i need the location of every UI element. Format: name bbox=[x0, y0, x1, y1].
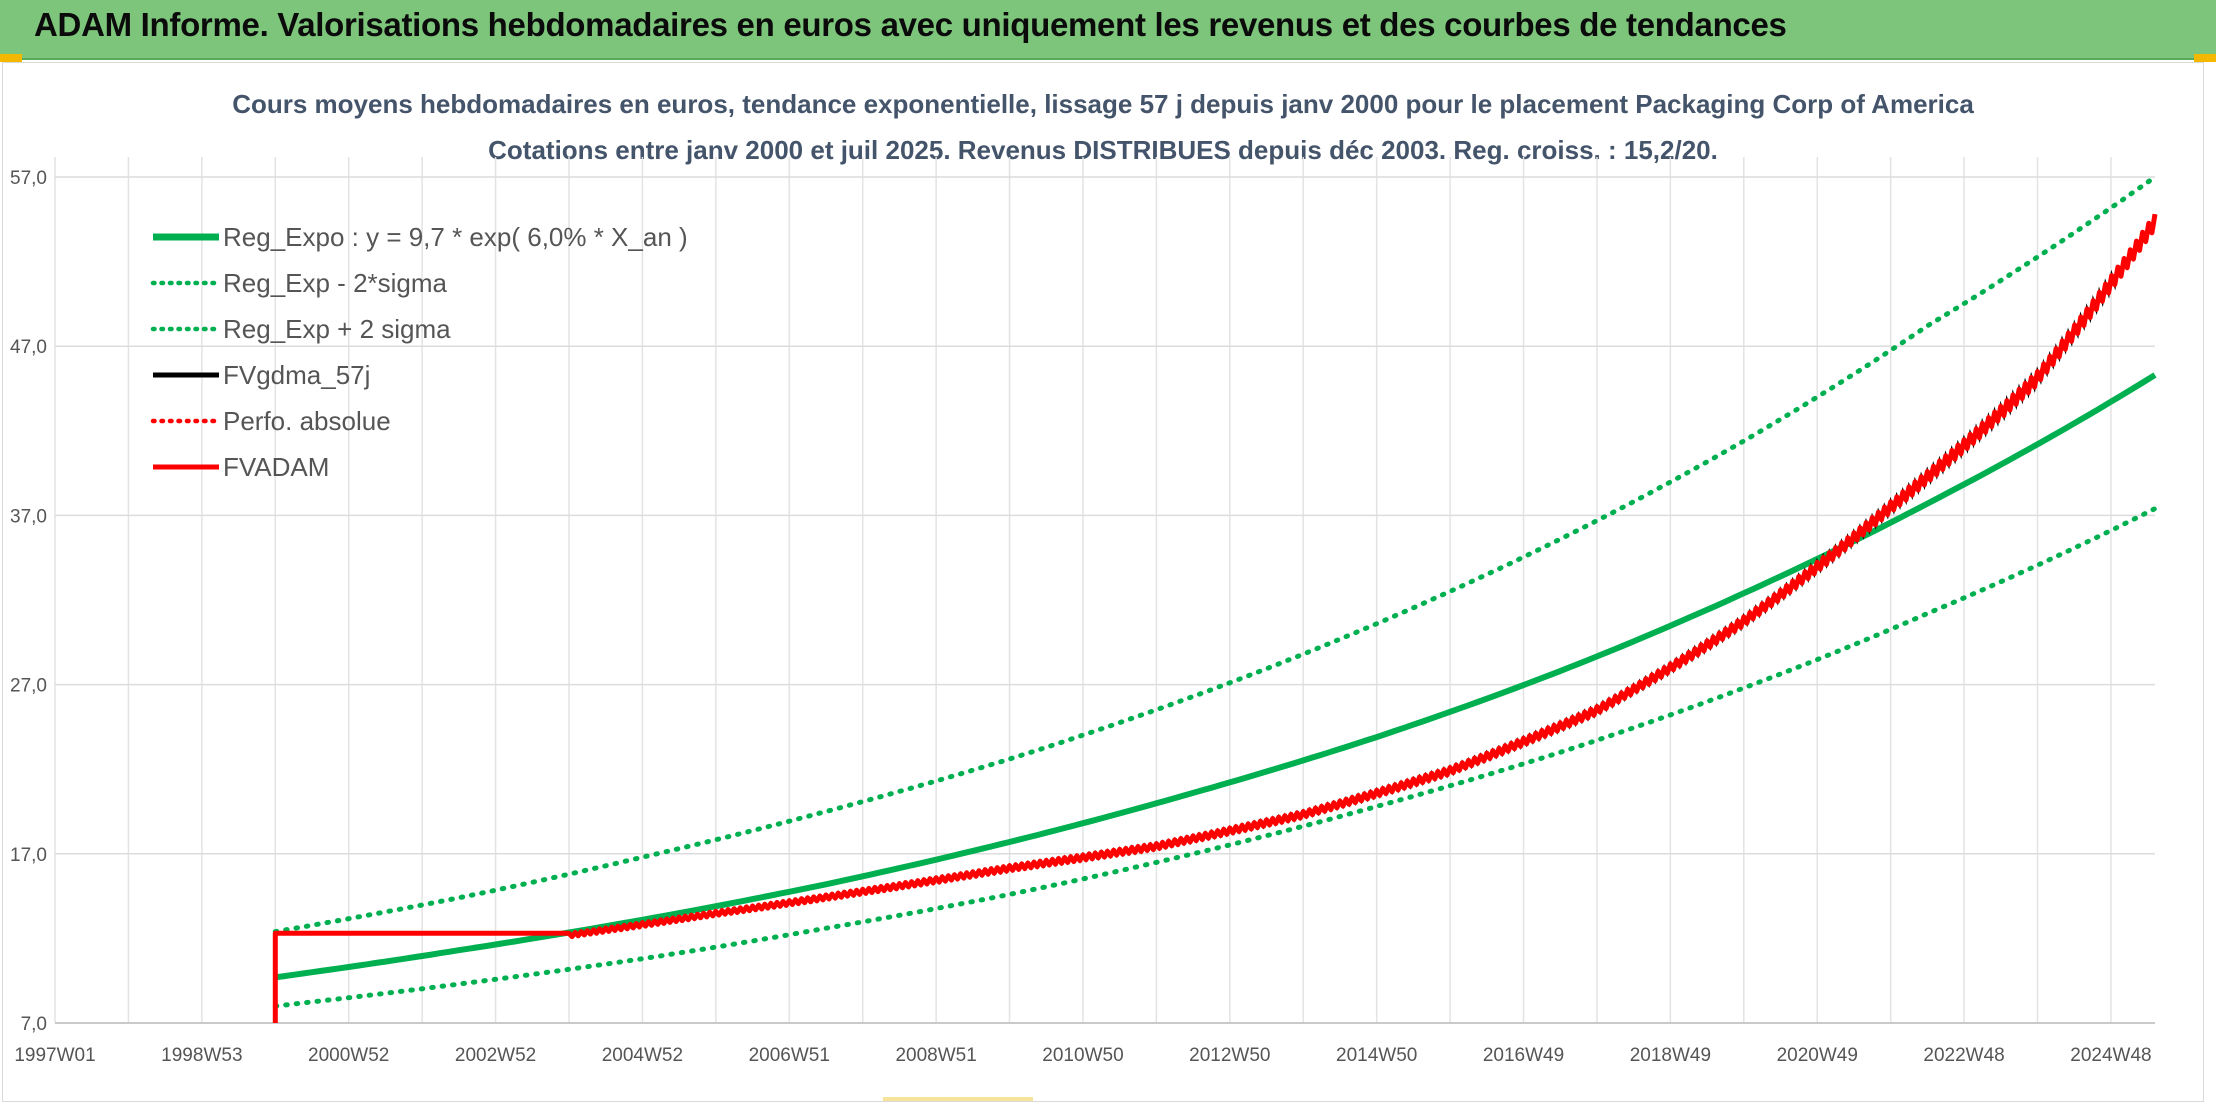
report-banner: ADAM Informe. Valorisations hebdomadaire… bbox=[0, 0, 2216, 60]
line-chart: Cours moyens hebdomadaires en euros, ten… bbox=[10, 89, 2158, 1066]
legend-label: Reg_Expo : y = 9,7 * exp( 6,0% * X_an ) bbox=[223, 222, 688, 252]
x-tick-label: 1998W53 bbox=[161, 1045, 242, 1066]
y-tick-label: 7,0 bbox=[21, 1014, 47, 1035]
x-tick-label: 2004W52 bbox=[602, 1045, 683, 1066]
x-tick-label: 1997W01 bbox=[14, 1045, 95, 1066]
x-tick-label: 2002W52 bbox=[455, 1045, 536, 1066]
series-reg-exp-minus-2sigma bbox=[272, 506, 2158, 1009]
series-reg-expo bbox=[274, 372, 2157, 981]
legend-label: FVgdma_57j bbox=[223, 360, 370, 390]
x-tick-label: 2012W50 bbox=[1189, 1045, 1270, 1066]
y-tick-label: 47,0 bbox=[10, 337, 47, 358]
chart-area: Cours moyens hebdomadaires en euros, ten… bbox=[2, 62, 2204, 1102]
y-tick-label: 27,0 bbox=[10, 676, 47, 697]
x-tick-label: 2006W51 bbox=[749, 1045, 830, 1066]
bottom-mark bbox=[883, 1097, 1033, 1101]
legend-label: Perfo. absolue bbox=[223, 406, 391, 436]
series-fvgdma-57j bbox=[273, 213, 2157, 1023]
x-tick-label: 2014W50 bbox=[1336, 1045, 1417, 1066]
right-corner-mark bbox=[2194, 54, 2216, 62]
x-tick-label: 2024W48 bbox=[2070, 1045, 2151, 1066]
report-title: ADAM Informe. Valorisations hebdomadaire… bbox=[34, 6, 1787, 43]
x-tick-label: 2020W49 bbox=[1777, 1045, 1858, 1066]
y-axis: 7,0 17,0 27,0 37,0 47,0 57,0 bbox=[10, 168, 47, 1035]
chart-title-line-2: Cotations entre janv 2000 et juil 2025. … bbox=[488, 135, 1718, 165]
legend-label: Reg_Exp - 2*sigma bbox=[223, 268, 448, 298]
legend-label: FVADAM bbox=[223, 452, 329, 482]
x-axis: 1997W01 1998W53 2000W52 2002W52 2004W52 2006W… bbox=[14, 1022, 2155, 1066]
legend: Reg_Expo : y = 9,7 * exp( 6,0% * X_an ) R… bbox=[150, 222, 688, 482]
left-corner-mark bbox=[0, 54, 22, 62]
x-tick-label: 2022W48 bbox=[1923, 1045, 2004, 1066]
series-lines bbox=[272, 174, 2158, 1023]
series-perfo-absolue bbox=[274, 214, 2156, 1023]
x-tick-label: 2016W49 bbox=[1483, 1045, 1564, 1066]
y-tick-label: 57,0 bbox=[10, 168, 47, 189]
series-reg-exp-plus-2sigma bbox=[272, 174, 2158, 935]
x-tick-label: 2018W49 bbox=[1630, 1045, 1711, 1066]
x-tick-label: 2000W52 bbox=[308, 1045, 389, 1066]
chart-title-line-1: Cours moyens hebdomadaires en euros, ten… bbox=[232, 89, 1974, 119]
series-fvadam bbox=[272, 213, 2158, 1023]
x-tick-label: 2008W51 bbox=[895, 1045, 976, 1066]
y-tick-label: 37,0 bbox=[10, 506, 47, 527]
x-tick-label: 2010W50 bbox=[1042, 1045, 1123, 1066]
legend-label: Reg_Exp + 2 sigma bbox=[223, 314, 451, 344]
y-tick-label: 17,0 bbox=[10, 845, 47, 866]
